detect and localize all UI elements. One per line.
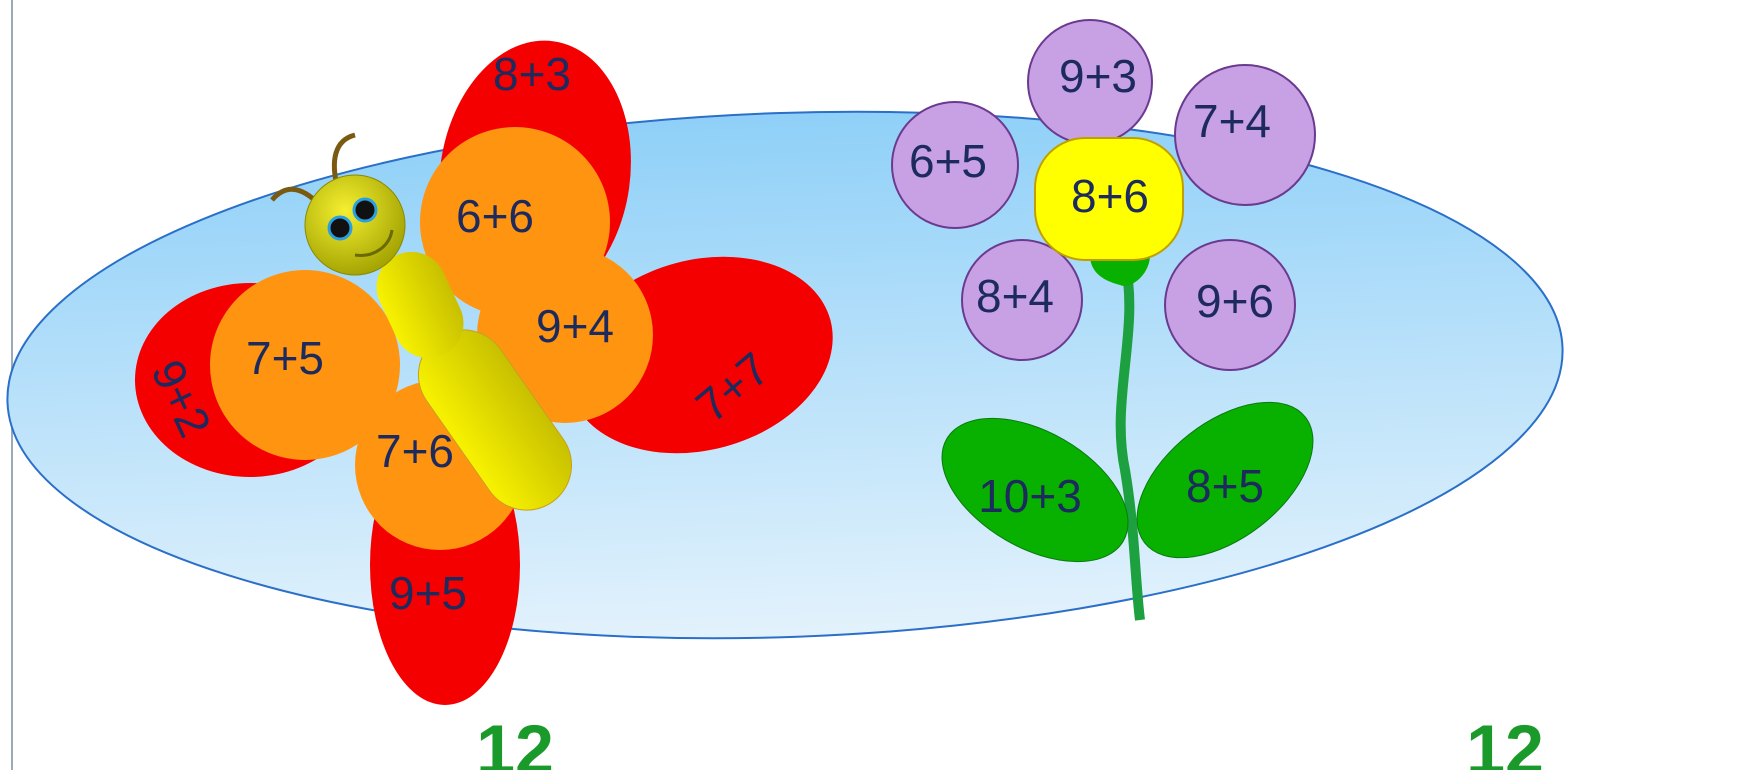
petal	[961, 239, 1083, 361]
body	[376, 251, 464, 359]
center-label: 8+6	[1071, 170, 1149, 222]
sepal	[1090, 255, 1150, 286]
leaf-label: 10+3	[978, 470, 1082, 522]
wing-label: 9+5	[389, 567, 467, 619]
wing-label: 7+5	[246, 332, 324, 384]
wing	[210, 270, 400, 460]
wing-label: 9+4	[536, 300, 614, 352]
smile	[354, 229, 394, 257]
petal-label: 9+6	[1196, 275, 1274, 327]
head	[304, 174, 406, 276]
leaf	[1136, 401, 1314, 559]
butterfly: 8+3 6+6 7+5 9+2 9+4 7+7 7+6 9+5	[135, 40, 833, 705]
petal-label: 6+5	[909, 135, 987, 187]
petal	[1164, 239, 1296, 371]
caption-number: 12	[476, 710, 554, 770]
petal	[1174, 64, 1316, 206]
wing-label: 6+6	[456, 190, 534, 242]
petal-label: 8+4	[976, 270, 1054, 322]
wing-label: 7+6	[376, 425, 454, 477]
flower-center	[1034, 137, 1184, 261]
petal-label: 9+3	[1059, 50, 1137, 102]
leaf	[941, 417, 1129, 563]
leaf-label: 8+5	[1186, 460, 1264, 512]
flower: 9+3 7+4 6+5 8+4 9+6 8+6 10+3 8+5	[891, 19, 1316, 621]
petal-label: 7+4	[1193, 95, 1271, 147]
eye	[327, 215, 353, 241]
stem	[1115, 260, 1145, 621]
eye	[352, 197, 378, 223]
caption-number: 12	[1466, 710, 1544, 770]
petal	[891, 101, 1019, 229]
wing-label: 8+3	[493, 48, 571, 100]
